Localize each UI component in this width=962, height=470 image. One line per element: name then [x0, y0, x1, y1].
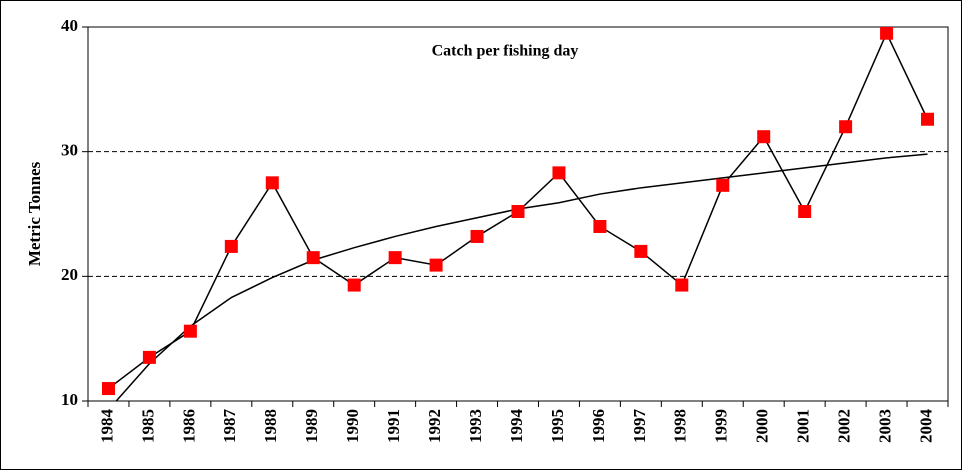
x-tick-label: 1998 [671, 409, 690, 443]
marker [101, 382, 115, 396]
x-tick-label: 1993 [466, 409, 485, 443]
marker [839, 120, 853, 134]
plot-area [87, 26, 949, 402]
x-tick-label: 1997 [630, 409, 649, 444]
marker [798, 205, 812, 219]
y-tick-label: 30 [61, 141, 78, 160]
x-tick-label: 1999 [712, 409, 731, 443]
x-tick-label: 1984 [97, 409, 116, 444]
x-tick-label: 1988 [261, 409, 280, 443]
x-tick-label: 2000 [753, 409, 772, 443]
marker [716, 178, 730, 192]
plot-group [101, 27, 935, 401]
x-tick-label: 2002 [835, 409, 854, 443]
x-tick-label: 2001 [794, 409, 813, 443]
marker [429, 258, 443, 272]
x-tick-label: 1985 [138, 409, 157, 443]
x-tick-label: 1995 [548, 409, 567, 443]
x-tick-label: 1986 [179, 409, 198, 443]
marker [880, 27, 894, 40]
x-tick-label: 1989 [302, 409, 321, 443]
marker [511, 205, 525, 219]
x-tick-label: 1994 [507, 409, 526, 444]
marker [388, 251, 402, 265]
x-tick-label: 2004 [916, 409, 935, 444]
y-tick-label: 40 [61, 16, 78, 35]
marker [470, 229, 484, 243]
y-tick-label: 20 [61, 265, 78, 284]
marker [757, 130, 771, 144]
marker [921, 112, 935, 126]
x-tick-label: 1990 [343, 409, 362, 443]
marker [593, 219, 607, 233]
y-tick-label: 10 [61, 390, 78, 409]
marker [224, 239, 238, 253]
chart-title: Catch per fishing day [432, 43, 579, 60]
marker [552, 166, 566, 180]
marker [306, 251, 320, 265]
marker [675, 278, 689, 292]
y-axis-label: Metric Tonnes [25, 161, 44, 266]
x-tick-label: 1996 [589, 409, 608, 443]
marker [634, 244, 648, 258]
x-tick-label: 1987 [220, 409, 239, 444]
marker [142, 350, 156, 364]
marker [183, 324, 197, 338]
x-tick-label: 1992 [425, 409, 444, 443]
marker [347, 278, 361, 292]
x-tick-label: 1991 [384, 409, 403, 443]
marker [265, 176, 279, 190]
x-tick-label: 2003 [875, 409, 894, 443]
